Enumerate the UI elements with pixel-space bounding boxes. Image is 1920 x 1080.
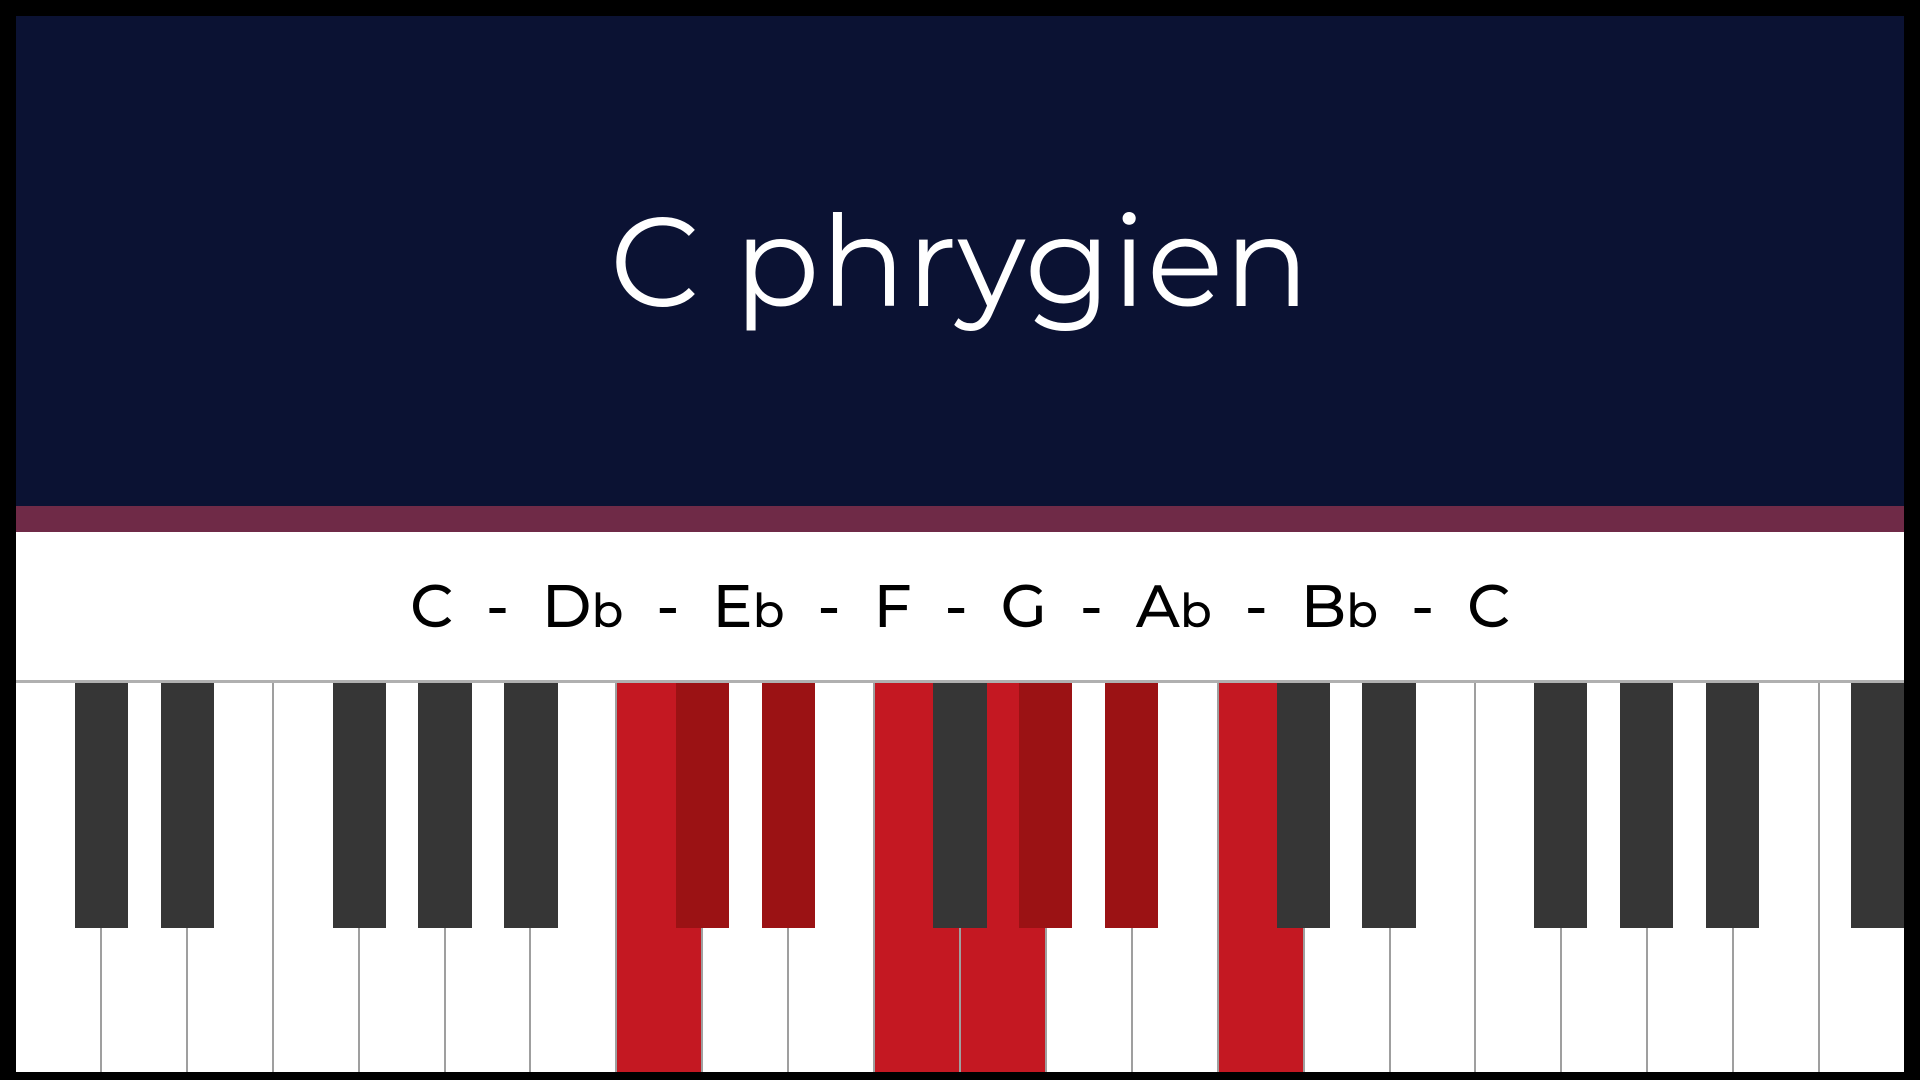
black-key (1620, 683, 1673, 928)
black-key (418, 683, 471, 928)
black-key (333, 683, 386, 928)
black-key (1706, 683, 1759, 928)
black-key (762, 683, 815, 928)
scale-notes-strip: C-Db-Eb-F-G-Ab-Bb-C (16, 532, 1904, 680)
scale-note: Ab (1136, 570, 1212, 643)
black-key (504, 683, 557, 928)
scale-note: C (410, 570, 453, 643)
black-key (161, 683, 214, 928)
notes-separator: - (818, 570, 841, 643)
black-key (75, 683, 128, 928)
black-key (933, 683, 986, 928)
notes-separator: - (1080, 570, 1103, 643)
header: C phrygien (16, 16, 1904, 506)
notes-separator: - (656, 570, 679, 643)
notes-separator: - (486, 570, 509, 643)
black-key (1019, 683, 1072, 928)
accent-bar (16, 506, 1904, 532)
scale-note: C (1467, 570, 1510, 643)
scale-note: Eb (712, 570, 784, 643)
black-keys (16, 683, 1904, 928)
piano-keyboard (16, 683, 1904, 1072)
scale-note: Bb (1301, 570, 1378, 643)
black-key (676, 683, 729, 928)
black-key (1851, 683, 1904, 928)
notes-separator: - (1411, 570, 1434, 643)
black-key (1277, 683, 1330, 928)
diagram-frame: C phrygien C-Db-Eb-F-G-Ab-Bb-C (12, 12, 1908, 1068)
notes-separator: - (945, 570, 968, 643)
black-key (1362, 683, 1415, 928)
scale-title: C phrygien (610, 184, 1311, 338)
scale-note: F (874, 570, 912, 643)
black-key (1534, 683, 1587, 928)
scale-note: Db (542, 570, 623, 643)
scale-note: G (1001, 570, 1047, 643)
black-key (1105, 683, 1158, 928)
scale-notes: C-Db-Eb-F-G-Ab-Bb-C (410, 570, 1510, 643)
notes-separator: - (1245, 570, 1268, 643)
